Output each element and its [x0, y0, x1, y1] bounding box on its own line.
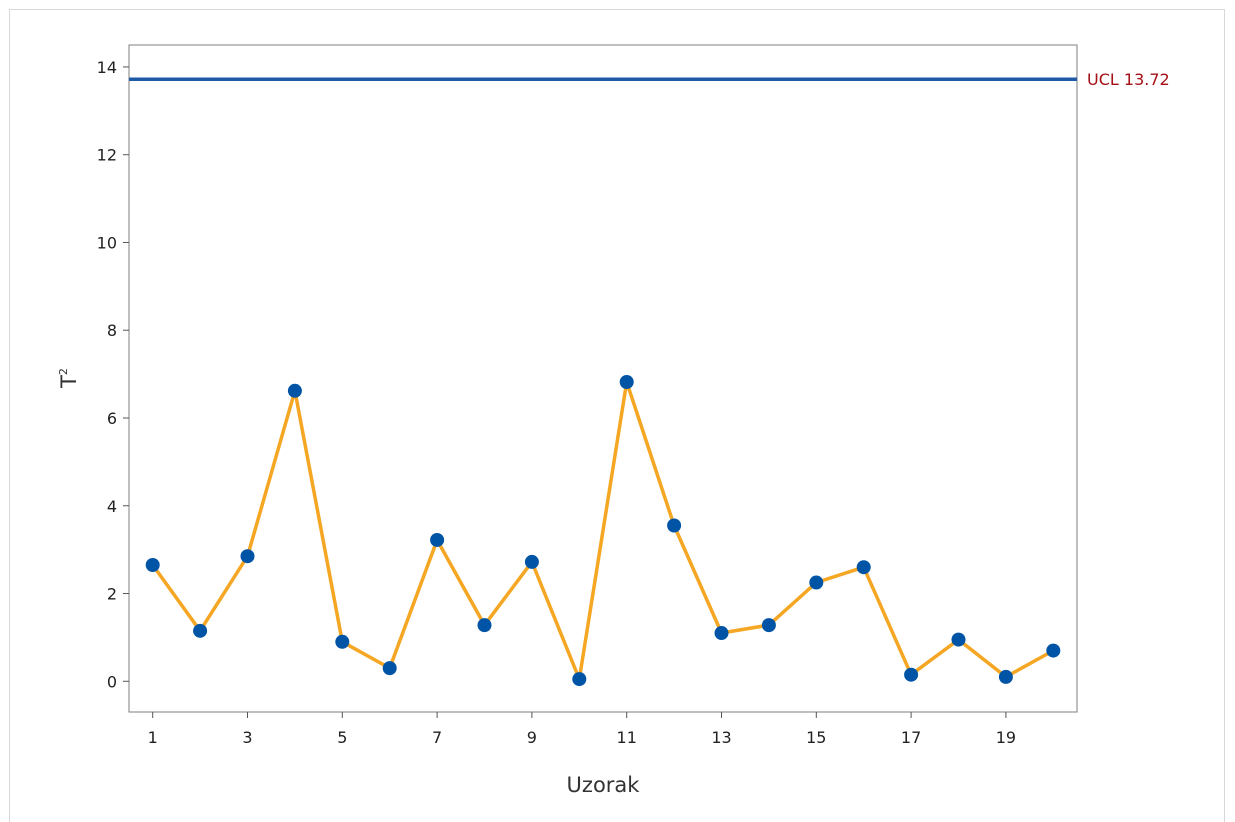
y-axis: 0 2 4 6 8 10 12 14: [97, 58, 129, 691]
series-line-group: [151, 380, 1055, 681]
data-point: [1046, 643, 1061, 658]
y-tick-label: 14: [97, 58, 117, 77]
data-point: [145, 557, 160, 572]
y-tick-label: 2: [107, 585, 117, 604]
y-axis-title: T2: [57, 368, 81, 389]
data-point: [477, 618, 492, 633]
data-point: [761, 618, 776, 633]
data-point: [524, 554, 539, 569]
y-axis-title-base: T: [57, 375, 81, 389]
ucl-label: UCL 13.72: [1087, 70, 1170, 89]
data-point: [430, 532, 445, 547]
x-axis: 1 3 5 7 9 11 13 15 17 19: [148, 712, 1016, 747]
y-tick-label: 10: [97, 233, 117, 252]
data-point: [667, 518, 682, 533]
data-point: [951, 632, 966, 647]
x-tick-label: 15: [806, 728, 826, 747]
data-point: [809, 575, 824, 590]
y-tick-label: 12: [97, 146, 117, 165]
y-axis-title-superscript: 2: [57, 368, 70, 375]
x-tick-label: 3: [242, 728, 252, 747]
data-point: [619, 375, 634, 390]
y-tick-label: 4: [107, 497, 117, 516]
series-points-group: [145, 375, 1061, 687]
data-point: [998, 669, 1013, 684]
y-tick-label: 8: [107, 321, 117, 340]
x-tick-label: 13: [711, 728, 731, 747]
data-point: [714, 626, 729, 641]
x-tick-label: 17: [901, 728, 921, 747]
data-point: [382, 661, 397, 676]
x-tick-label: 9: [527, 728, 537, 747]
data-point: [904, 667, 919, 682]
x-tick-label: 11: [617, 728, 637, 747]
y-tick-label: 0: [107, 672, 117, 691]
series-line: [151, 380, 1055, 681]
data-point: [572, 672, 587, 687]
data-point: [287, 383, 302, 398]
ucl-group: UCL 13.72: [129, 70, 1170, 89]
data-point: [240, 549, 255, 564]
y-tick-label: 6: [107, 409, 117, 428]
x-tick-label: 5: [337, 728, 347, 747]
data-point: [856, 560, 871, 575]
x-tick-label: 19: [996, 728, 1016, 747]
data-point: [193, 623, 208, 638]
x-tick-label: 1: [148, 728, 158, 747]
y-axis-title-group: T2: [57, 368, 81, 389]
data-point: [335, 634, 350, 649]
x-axis-title: Uzorak: [567, 773, 641, 797]
x-tick-label: 7: [432, 728, 442, 747]
chart-frame: [9, 9, 1225, 822]
plot-area: [128, 44, 1078, 713]
